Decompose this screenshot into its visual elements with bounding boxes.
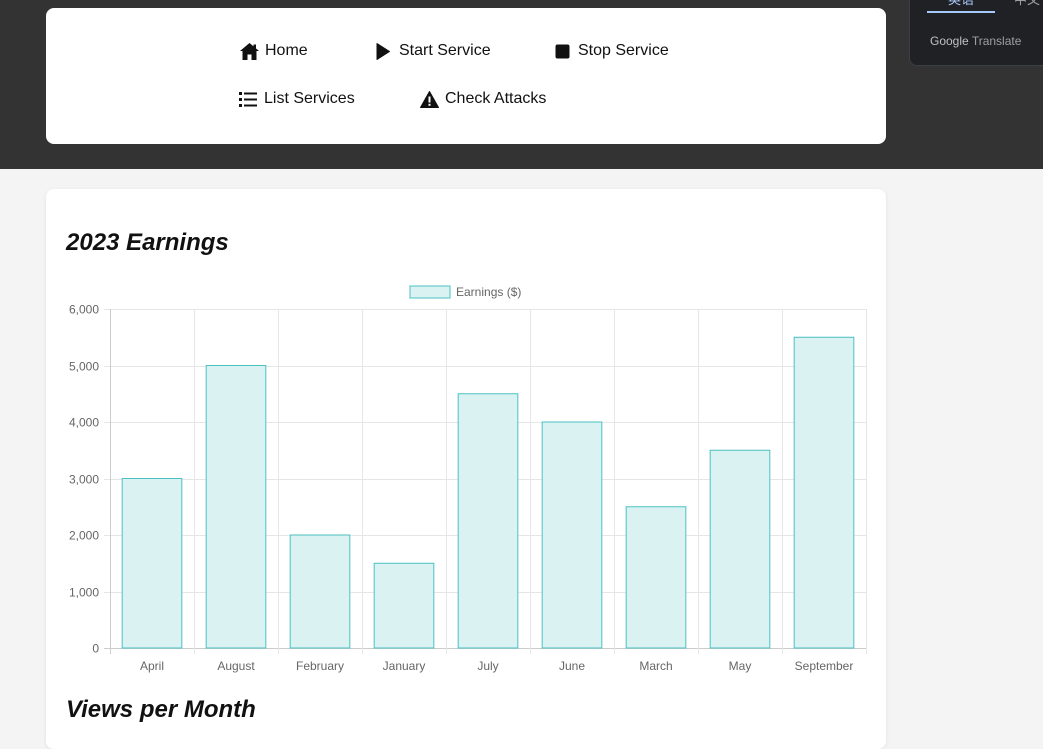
nav-check-attacks-label: Check Attacks — [445, 90, 547, 107]
content-card: 2023 Earnings 0 1,000 2,000 3,000 4,000 5,000… — [46, 189, 886, 749]
y-tick-label: 3,000 — [69, 473, 99, 487]
nav-menu: Home Start Service Stop Service List Ser… — [46, 8, 886, 144]
nav-list-services-label: List Services — [264, 90, 355, 107]
nav-stop-service-label: Stop Service — [578, 42, 669, 59]
x-tick-label: February — [296, 659, 344, 673]
google-translate-logo: Google Translate — [930, 34, 1022, 48]
nav-list-services-link[interactable]: List Services — [238, 87, 355, 111]
nav-start-service-label: Start Service — [399, 42, 491, 59]
y-tick-label: 4,000 — [69, 416, 99, 430]
home-icon — [239, 41, 259, 61]
x-tick-label: September — [795, 659, 854, 673]
google-translate-popup: 英语 中文 Google Translate — [909, 0, 1043, 66]
bar-september — [793, 336, 855, 649]
y-tick-label: 0 — [92, 642, 99, 656]
translate-target-lang-tab[interactable]: 中文 — [1014, 0, 1040, 9]
bar-february — [289, 534, 351, 649]
top-header-bar: Home Start Service Stop Service List Ser… — [0, 0, 1043, 169]
earnings-title: 2023 Earnings — [66, 229, 229, 256]
nav-start-service-link[interactable]: Start Service — [373, 39, 491, 63]
play-icon — [373, 41, 393, 61]
legend-label: Earnings ($) — [456, 285, 521, 299]
views-title: Views per Month — [66, 696, 256, 723]
warning-icon — [419, 89, 439, 109]
x-tick-label: January — [383, 659, 426, 673]
x-tick-label: August — [217, 659, 255, 673]
y-tick-label: 1,000 — [69, 586, 99, 600]
bar-march — [625, 506, 687, 649]
bar-july — [457, 393, 519, 649]
y-tick-label: 5,000 — [69, 360, 99, 374]
earnings-bar-chart: 0 1,000 2,000 3,000 4,000 5,000 6,000 April Augu… — [69, 285, 867, 673]
x-tick-label: March — [639, 659, 672, 673]
x-tick-label: May — [729, 659, 752, 673]
nav-stop-service-link[interactable]: Stop Service — [552, 39, 669, 63]
translate-source-lang-tab[interactable]: 英语 — [927, 0, 995, 13]
nav-check-attacks-link[interactable]: Check Attacks — [419, 87, 546, 111]
x-tick-label: July — [477, 659, 498, 673]
bar-may — [709, 449, 771, 649]
list-icon — [238, 89, 258, 109]
y-tick-label: 6,000 — [69, 303, 99, 317]
nav-home-label: Home — [265, 42, 308, 59]
y-tick-label: 2,000 — [69, 529, 99, 543]
bar-april — [121, 478, 183, 649]
x-tick-label: April — [140, 659, 164, 673]
stop-icon — [552, 41, 572, 61]
bar-january — [373, 562, 435, 649]
bar-august — [205, 365, 267, 649]
x-tick-label: June — [559, 659, 585, 673]
bar-june — [541, 421, 603, 649]
nav-home-link[interactable]: Home — [239, 39, 308, 63]
legend-swatch — [409, 285, 451, 299]
